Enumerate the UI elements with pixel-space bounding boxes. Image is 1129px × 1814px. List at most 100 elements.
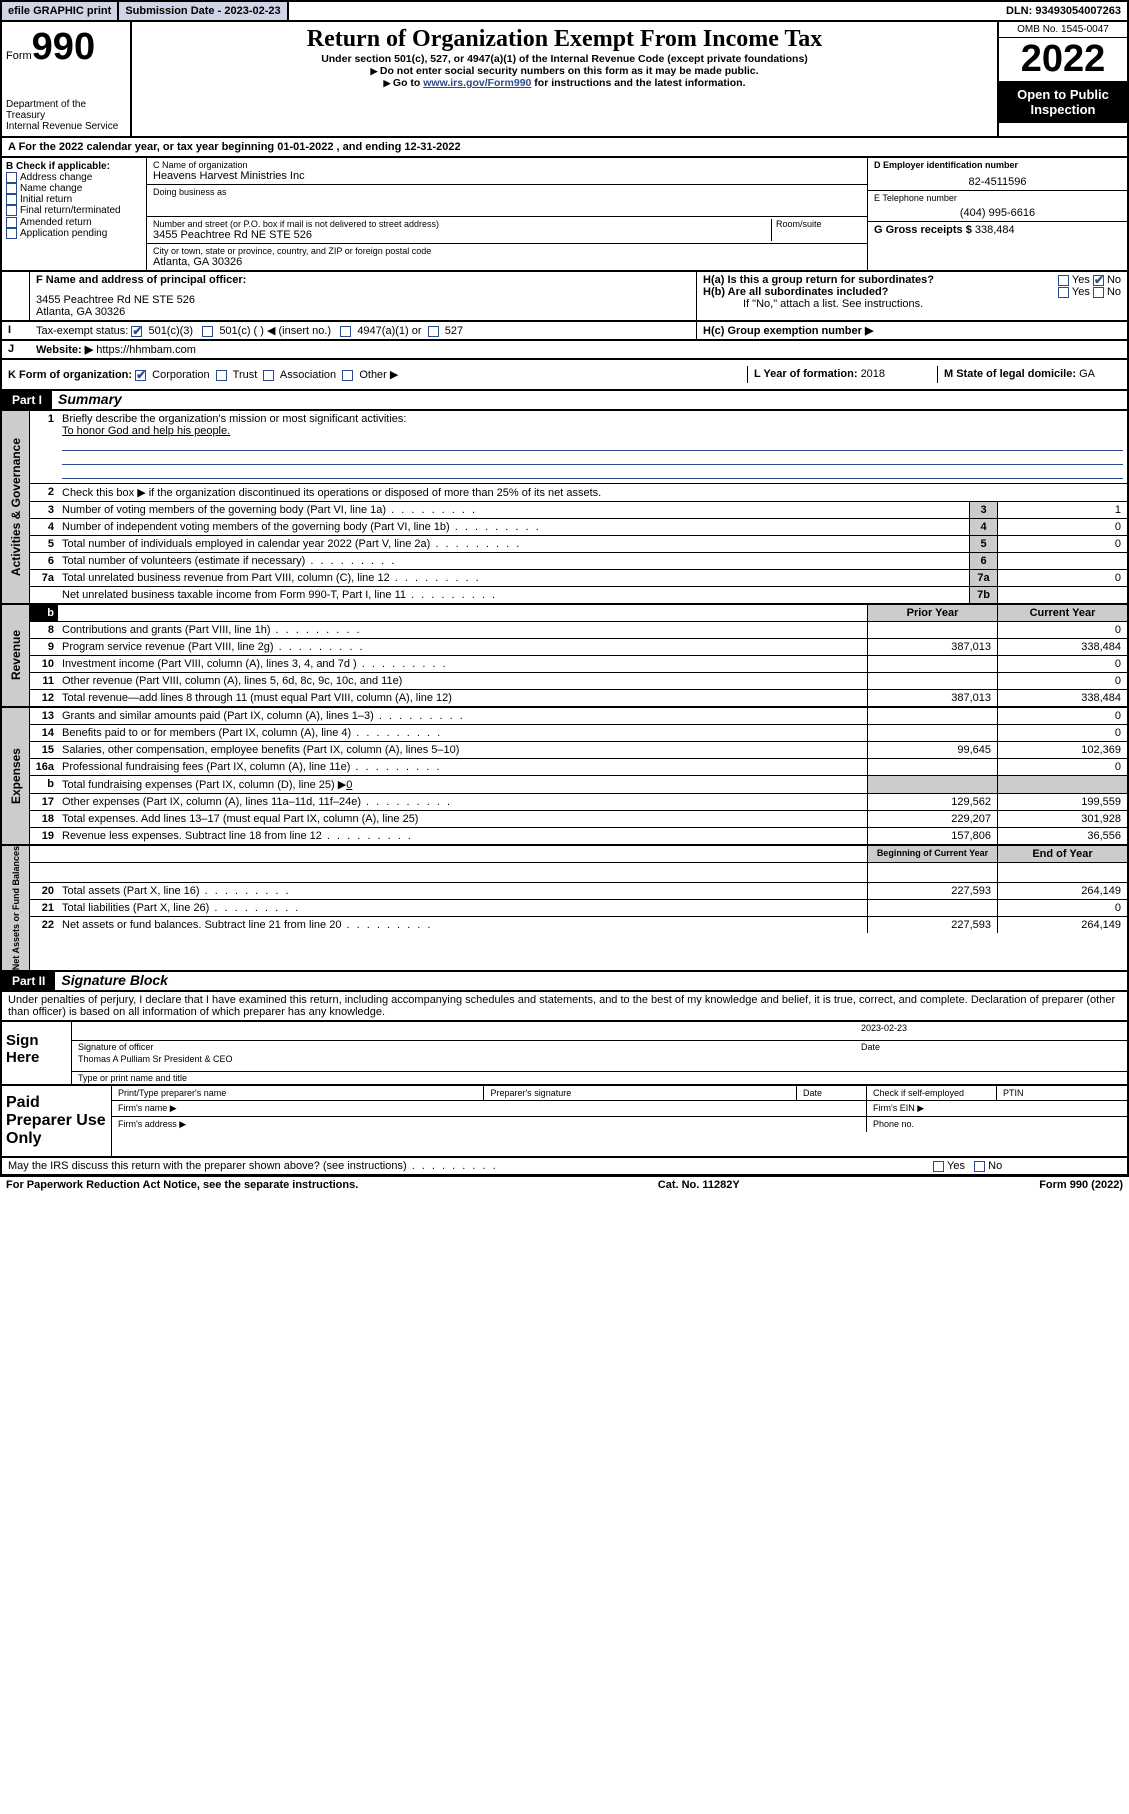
footer-cat: Cat. No. 11282Y xyxy=(658,1179,740,1191)
irs-link[interactable]: www.irs.gov/Form990 xyxy=(423,77,531,89)
hb: H(b) Are all subordinates included? Yes … xyxy=(703,286,1121,298)
side-netassets: Net Assets or Fund Balances xyxy=(11,846,21,970)
chk-501c[interactable] xyxy=(202,326,213,337)
chk-app-pending[interactable] xyxy=(6,228,17,239)
chk-trust[interactable] xyxy=(216,370,227,381)
paid-preparer-block: Paid Preparer Use Only Print/Type prepar… xyxy=(0,1086,1129,1158)
chk-address[interactable] xyxy=(6,172,17,183)
submission-date: Submission Date - 2023-02-23 xyxy=(119,2,288,20)
city-state-zip: Atlanta, GA 30326 xyxy=(153,256,861,268)
ha-no[interactable] xyxy=(1093,275,1104,286)
org-name: Heavens Harvest Ministries Inc xyxy=(153,170,861,182)
hdr-current: Current Year xyxy=(997,605,1127,621)
e-label: E Telephone number xyxy=(874,193,1121,203)
l6: Total number of volunteers (estimate if … xyxy=(58,553,969,569)
d-label: D Employer identification number xyxy=(874,160,1121,170)
l7a-val: 0 xyxy=(997,570,1127,586)
line-a: A For the 2022 calendar year, or tax yea… xyxy=(0,138,1129,158)
omb-number: OMB No. 1545-0047 xyxy=(999,22,1127,38)
discuss-yes[interactable] xyxy=(933,1161,944,1172)
chk-final[interactable] xyxy=(6,205,17,216)
hdr-end: End of Year xyxy=(997,846,1127,862)
chk-self-emp[interactable]: Check if self-employed xyxy=(867,1086,997,1100)
hdr-prior: Prior Year xyxy=(867,605,997,621)
ein: 82-4511596 xyxy=(874,176,1121,188)
gross-receipts: 338,484 xyxy=(975,224,1015,236)
row-i: I Tax-exempt status: 501(c)(3) 501(c) ( … xyxy=(0,322,1129,341)
l3-val: 1 xyxy=(997,502,1127,518)
phone: (404) 995-6616 xyxy=(874,207,1121,219)
row-klm: K Form of organization: Corporation Trus… xyxy=(0,360,1129,391)
hb-note: If "No," attach a list. See instructions… xyxy=(703,298,1121,310)
chk-name[interactable] xyxy=(6,183,17,194)
discuss-no[interactable] xyxy=(974,1161,985,1172)
subtitle-2: Do not enter social security numbers on … xyxy=(140,65,989,77)
chk-501c3[interactable] xyxy=(131,326,142,337)
penalty-text: Under penalties of perjury, I declare th… xyxy=(0,992,1129,1022)
form-number: 990 xyxy=(32,26,95,68)
page-footer: For Paperwork Reduction Act Notice, see … xyxy=(0,1176,1129,1193)
info-grid: B Check if applicable: Address change Na… xyxy=(0,158,1129,272)
row-j: J Website: ▶ https://hhmbam.com xyxy=(0,341,1129,360)
sig-officer-label: Signature of officer xyxy=(78,1042,861,1052)
section-governance: Activities & Governance 1Briefly describ… xyxy=(0,411,1129,605)
form-header: Form990 Department of the Treasury Inter… xyxy=(0,22,1129,138)
dln: DLN: 93493054007263 xyxy=(1000,2,1127,20)
subtitle-1: Under section 501(c), 527, or 4947(a)(1)… xyxy=(140,53,989,65)
efile-btn[interactable]: efile GRAPHIC print xyxy=(2,2,119,20)
topbar: efile GRAPHIC print Submission Date - 20… xyxy=(0,0,1129,22)
form-title: Return of Organization Exempt From Incom… xyxy=(140,26,989,53)
chk-initial[interactable] xyxy=(6,194,17,205)
sign-here-label: Sign Here xyxy=(2,1022,72,1084)
side-revenue: Revenue xyxy=(9,630,23,680)
website[interactable]: https://hhmbam.com xyxy=(96,344,196,356)
chk-corp[interactable] xyxy=(135,370,146,381)
paid-label: Paid Preparer Use Only xyxy=(2,1086,112,1156)
officer-name: Thomas A Pulliam Sr President & CEO xyxy=(78,1054,233,1070)
chk-4947[interactable] xyxy=(340,326,351,337)
section-expenses: Expenses 13Grants and similar amounts pa… xyxy=(0,708,1129,846)
col-b: B Check if applicable: Address change Na… xyxy=(2,158,147,270)
chk-other[interactable] xyxy=(342,370,353,381)
side-expenses: Expenses xyxy=(9,748,23,804)
room-label: Room/suite xyxy=(771,219,861,241)
ha-yes[interactable] xyxy=(1058,275,1069,286)
b-label: B Check if applicable: xyxy=(6,161,142,172)
l3: Number of voting members of the governin… xyxy=(58,502,969,518)
l5: Total number of individuals employed in … xyxy=(58,536,969,552)
hb-no[interactable] xyxy=(1093,287,1104,298)
hb-yes[interactable] xyxy=(1058,287,1069,298)
f-label: F Name and address of principal officer: xyxy=(36,274,690,286)
l-year: L Year of formation: 2018 xyxy=(747,366,937,383)
chk-527[interactable] xyxy=(428,326,439,337)
l6-val xyxy=(997,553,1127,569)
l4: Number of independent voting members of … xyxy=(58,519,969,535)
l5-val: 0 xyxy=(997,536,1127,552)
col-deg: D Employer identification number 82-45115… xyxy=(867,158,1127,270)
col-c: C Name of organizationHeavens Harvest Mi… xyxy=(147,158,867,270)
part1-header: Part ISummary xyxy=(0,391,1129,411)
l16b: Total fundraising expenses (Part IX, col… xyxy=(58,776,867,793)
city-label: City or town, state or province, country… xyxy=(153,246,861,256)
l7b: Net unrelated business taxable income fr… xyxy=(58,587,969,603)
street-address: 3455 Peachtree Rd NE STE 526 xyxy=(153,229,771,241)
chk-amended[interactable] xyxy=(6,217,17,228)
row-fh: F Name and address of principal officer:… xyxy=(0,272,1129,322)
print-link[interactable]: print xyxy=(87,5,111,17)
m-state: M State of legal domicile: GA xyxy=(937,366,1127,383)
form-label: Form xyxy=(6,50,32,62)
section-netassets: Net Assets or Fund Balances Beginning of… xyxy=(0,846,1129,972)
l4-val: 0 xyxy=(997,519,1127,535)
sign-here-block: Sign Here 2023-02-23 Signature of office… xyxy=(0,1022,1129,1086)
subtitle-3: Go to www.irs.gov/Form990 for instructio… xyxy=(140,77,989,89)
officer-name-label: Type or print name and title xyxy=(78,1073,187,1083)
hdr-beg: Beginning of Current Year xyxy=(867,846,997,862)
addr-label: Number and street (or P.O. box if mail i… xyxy=(153,219,771,229)
chk-assoc[interactable] xyxy=(263,370,274,381)
l2: Check this box ▶ if the organization dis… xyxy=(58,484,1127,501)
g-label: G Gross receipts $ xyxy=(874,224,975,236)
tax-year: 2022 xyxy=(999,38,1127,81)
discuss-row: May the IRS discuss this return with the… xyxy=(0,1158,1129,1176)
officer-addr1: 3455 Peachtree Rd NE STE 526 xyxy=(36,294,690,306)
dba-label: Doing business as xyxy=(153,187,861,197)
